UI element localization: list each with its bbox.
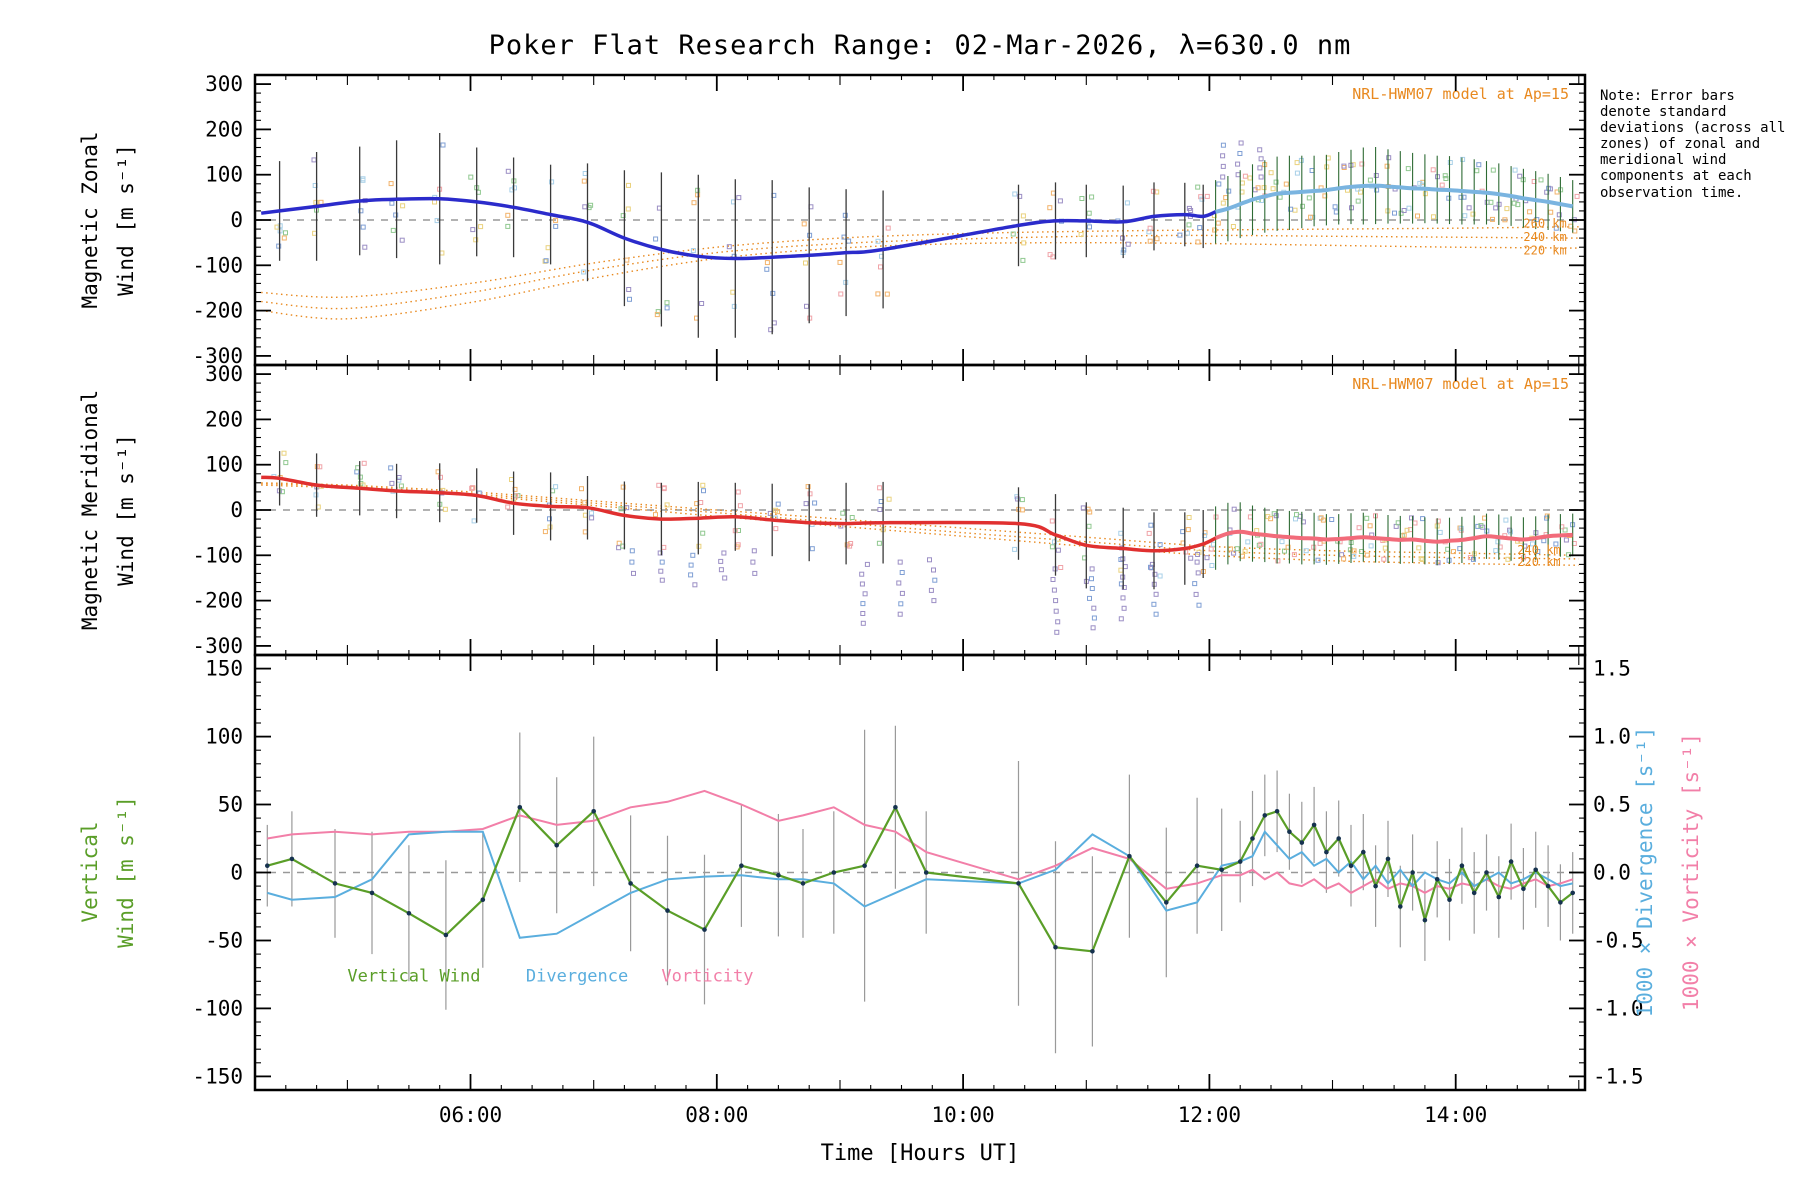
svg-text:100: 100 [205,453,243,477]
axes-panel-3: -150 -100 -50 0 50 100 150 [192,653,1587,1092]
svg-text:Magnetic Zonal: Magnetic Zonal [78,131,102,308]
svg-text:-300: -300 [192,634,243,658]
svg-text:-0.5: -0.5 [1593,929,1644,953]
svg-text:0.5: 0.5 [1593,793,1631,817]
svg-text:08:00: 08:00 [685,1103,748,1127]
svg-text:1000 × Vorticity [s⁻¹]: 1000 × Vorticity [s⁻¹] [1679,733,1703,1011]
axis-titles: Magnetic Zonal Wind [m s⁻¹] Magnetic Merid… [78,131,1703,1017]
svg-text:Wind [m s⁻¹]: Wind [m s⁻¹] [114,434,138,586]
svg-text:12:00: 12:00 [1178,1103,1241,1127]
svg-text:240 km: 240 km [1523,230,1566,244]
svg-text:-100: -100 [192,996,243,1020]
panel-meridional-line-dense [1214,529,1573,544]
svg-text:200: 200 [205,407,243,431]
svg-text:100: 100 [205,725,243,749]
svg-text:-200: -200 [192,589,243,613]
svg-text:-150: -150 [192,1064,243,1088]
svg-text:100: 100 [205,163,243,187]
svg-text:Time [Hours UT]: Time [Hours UT] [821,1141,1020,1166]
svg-text:220 km: 220 km [1523,243,1566,257]
svg-text:0: 0 [230,498,243,522]
svg-text:50: 50 [218,793,243,817]
svg-text:260 km: 260 km [1523,216,1566,230]
svg-text:300: 300 [205,362,243,386]
svg-text:NRL-HWM07 model at Ap=15: NRL-HWM07 model at Ap=15 [1352,85,1569,103]
svg-text:-1.5: -1.5 [1593,1064,1644,1088]
svg-text:150: 150 [205,657,243,681]
svg-text:0: 0 [230,208,243,232]
svg-text:300: 300 [205,72,243,96]
svg-text:Magnetic Meridional: Magnetic Meridional [78,390,102,630]
note-text: Note: Error bars denote standard deviati… [1600,88,1786,201]
panel-zonal-line [260,196,1217,261]
svg-text:0.0: 0.0 [1593,861,1631,885]
svg-text:200: 200 [205,117,243,141]
svg-text:-50: -50 [205,929,243,953]
svg-text:-300: -300 [192,344,243,368]
panel-meridional-line [261,475,1217,553]
svg-text:240 km: 240 km [1517,543,1560,557]
svg-text:1000 × Divergence [s⁻¹]: 1000 × Divergence [s⁻¹] [1633,727,1657,1018]
svg-text:14:00: 14:00 [1424,1103,1487,1127]
svg-text:10:00: 10:00 [931,1103,994,1127]
svg-text:-100: -100 [192,253,243,277]
vorticity-line [267,789,1574,895]
svg-text:Vertical: Vertical [78,821,102,922]
svg-text:Vertical Wind: Vertical Wind [347,966,480,986]
svg-text:Vorticity: Vorticity [661,966,753,986]
axes-panel-1: -300 -200 -100 0 100 200 300 [192,72,1587,368]
svg-text:Wind [m s⁻¹]: Wind [m s⁻¹] [114,796,138,948]
svg-text:06:00: 06:00 [439,1103,502,1127]
svg-text:0: 0 [230,861,243,885]
svg-text:Wind [m s⁻¹]: Wind [m s⁻¹] [114,144,138,296]
svg-text:Divergence: Divergence [526,966,628,986]
svg-text:NRL-HWM07 model at Ap=15: NRL-HWM07 model at Ap=15 [1352,375,1569,393]
svg-text:-1.0: -1.0 [1593,996,1644,1020]
svg-text:-200: -200 [192,299,243,323]
svg-text:220 km: 220 km [1517,555,1560,569]
svg-text:-100: -100 [192,543,243,567]
panel-vertical: Vertical Wind Divergence Vorticity -1.5 -1.0… [255,657,1644,1088]
svg-text:1.5: 1.5 [1593,657,1631,681]
panel-zonal-line-dense [1215,183,1574,214]
svg-text:1.0: 1.0 [1593,725,1631,749]
chart-title: Poker Flat Research Range: 02-Mar-2026, … [488,30,1352,61]
